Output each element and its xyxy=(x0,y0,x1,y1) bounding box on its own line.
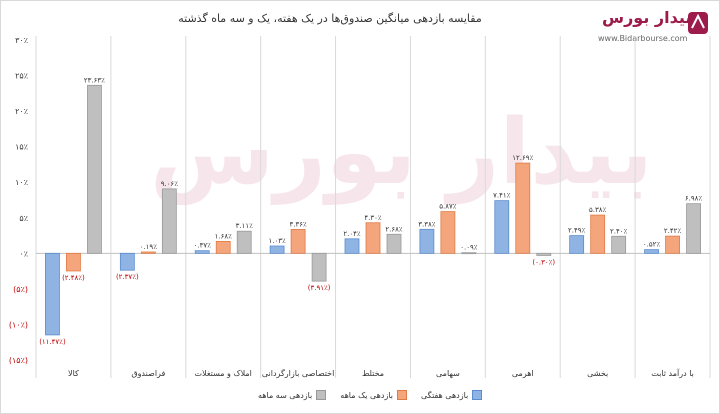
data-label-three-month: ۶.۹۸٪ xyxy=(685,195,703,203)
data-label-three-month: ۲۳.۶۳٪ xyxy=(84,76,105,84)
bar-monthly xyxy=(365,222,381,254)
bar-three-month xyxy=(311,252,327,282)
data-label-weekly: ۷.۴۱٪ xyxy=(493,192,511,200)
data-label-three-month: ۹.۰۶٪ xyxy=(161,180,179,188)
data-label-weekly: ۰.۳۷٪ xyxy=(194,242,212,250)
legend: بازدهی هفتگی بازدهی یک ماهه بازدهی سه ما… xyxy=(258,390,483,400)
category-label: کالا xyxy=(68,369,79,378)
bar-monthly xyxy=(590,214,606,254)
category-label: املاک و مستغلات xyxy=(195,369,252,378)
watermark: بیدار بورس xyxy=(150,100,653,205)
bar-weekly xyxy=(194,250,210,254)
bar-weekly xyxy=(419,228,435,254)
category-label: با درآمد ثابت xyxy=(651,368,694,378)
bar-weekly xyxy=(344,238,360,254)
legend-label-monthly: بازدهی یک ماهه xyxy=(340,390,393,400)
bar-three-month xyxy=(386,233,402,254)
bar-weekly xyxy=(569,235,585,254)
bar-weekly xyxy=(45,252,60,336)
bar-monthly xyxy=(66,252,81,272)
category-label: اهرمی xyxy=(512,369,534,378)
bar-monthly xyxy=(440,211,456,254)
logo-url: www.Bidarbourse.com xyxy=(598,34,688,43)
bar-weekly xyxy=(119,252,135,271)
data-label-weekly: ۱.۰۳٪ xyxy=(268,237,286,245)
data-label-weekly: (۲.۳۷٪) xyxy=(116,273,139,281)
data-label-monthly: ۰.۱۹٪ xyxy=(140,243,158,251)
data-label-three-month: (۳.۹۱٪) xyxy=(308,284,331,292)
bar-three-month xyxy=(87,84,102,254)
data-label-three-month: ۰.۰۹٪ xyxy=(460,244,478,252)
category-label: سهامی xyxy=(436,369,460,378)
data-label-three-month: (۰.۳۰٪) xyxy=(532,258,555,266)
y-tick-label: ۵٪ xyxy=(19,214,28,223)
y-tick-label: ۳۰٪ xyxy=(15,36,28,45)
legend-item-monthly: بازدهی یک ماهه xyxy=(340,390,407,400)
bar-monthly xyxy=(290,229,306,254)
data-label-weekly: ۳.۳۸٪ xyxy=(418,220,436,228)
bar-three-month xyxy=(236,230,252,254)
bar-monthly xyxy=(215,240,231,254)
bar-weekly xyxy=(644,249,659,254)
data-label-monthly: ۴.۳۰٪ xyxy=(364,214,382,222)
logo-icon xyxy=(688,12,708,34)
category-label: مختلط xyxy=(362,369,384,378)
logo-text: بیدار بورس xyxy=(602,8,692,27)
data-label-monthly: ۱۲.۶۹٪ xyxy=(512,154,533,162)
y-tick-label: ۰٪ xyxy=(19,249,28,258)
data-label-monthly: ۵.۸۷٪ xyxy=(439,203,457,211)
legend-label-three-month: بازدهی سه ماهه xyxy=(258,390,313,400)
legend-label-weekly: بازدهی هفتگی xyxy=(420,390,469,400)
data-label-monthly: (۲.۴۸٪) xyxy=(62,274,85,282)
data-label-three-month: ۳.۱۱٪ xyxy=(236,222,254,230)
bar-monthly xyxy=(140,251,156,254)
bar-weekly xyxy=(269,245,285,254)
bar-three-month xyxy=(611,235,627,254)
bar-weekly xyxy=(494,200,510,254)
y-tick-label: (۱۵٪) xyxy=(9,356,28,365)
bar-three-month xyxy=(536,252,552,256)
category-label: بخشی xyxy=(587,369,608,378)
data-label-monthly: ۳.۳۶٪ xyxy=(289,220,307,228)
y-tick-label: ۱۵٪ xyxy=(15,143,28,152)
legend-item-three-month: بازدهی سه ماهه xyxy=(258,390,327,400)
legend-item-weekly: بازدهی هفتگی xyxy=(420,390,483,400)
category-label: فراصندوق xyxy=(131,369,165,378)
y-tick-label: (۱۰٪) xyxy=(9,320,28,329)
chart-title: مقایسه بازدهی میانگین صندوق‌ها در یک هفت… xyxy=(178,12,482,25)
bar-monthly xyxy=(515,162,531,254)
bar-three-month xyxy=(686,203,701,254)
data-label-monthly: ۲.۴۲٪ xyxy=(664,227,682,235)
y-tick-label: ۱۰٪ xyxy=(15,178,28,187)
data-label-monthly: ۵.۳۸٪ xyxy=(589,206,607,214)
y-tick-label: (۵٪) xyxy=(13,285,28,294)
data-label-weekly: (۱۱.۴۷٪) xyxy=(39,338,66,346)
legend-swatch-weekly xyxy=(472,390,483,400)
data-label-weekly: ۲.۴۹٪ xyxy=(568,227,586,235)
data-label-weekly: ۲.۰۴٪ xyxy=(343,230,361,238)
data-label-weekly: ۰.۵۲٪ xyxy=(643,241,661,249)
legend-swatch-three-month xyxy=(316,390,327,400)
data-label-three-month: ۲.۴۰٪ xyxy=(610,227,628,235)
bar-three-month xyxy=(161,188,177,254)
bar-monthly xyxy=(665,235,680,254)
y-tick-label: ۲۵٪ xyxy=(15,72,28,81)
y-tick-label: ۲۰٪ xyxy=(15,107,28,116)
bar-three-month xyxy=(461,252,477,255)
category-label: اختصاصی بازارگردانی xyxy=(262,368,334,378)
data-label-three-month: ۲.۶۸٪ xyxy=(385,225,403,233)
data-label-monthly: ۱.۶۸٪ xyxy=(215,232,233,240)
legend-swatch-monthly xyxy=(396,390,407,400)
